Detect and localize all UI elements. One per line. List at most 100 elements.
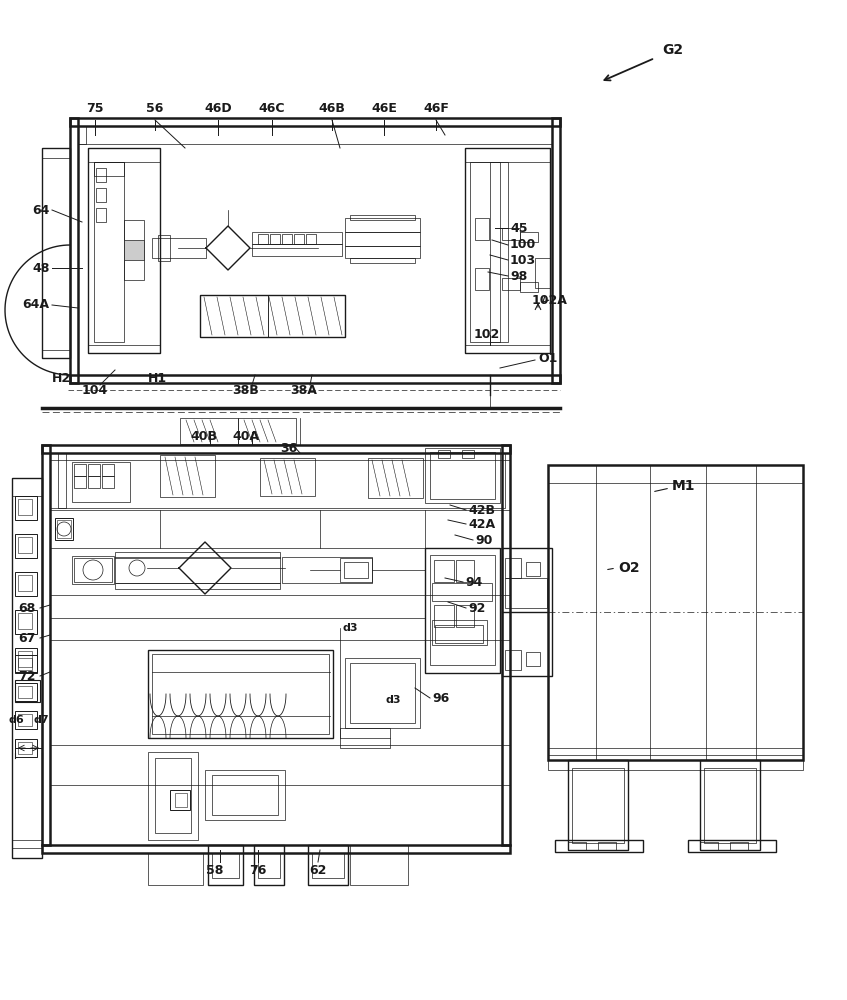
Bar	[568, 760, 628, 850]
Bar	[730, 842, 748, 850]
Text: 92: 92	[468, 601, 485, 614]
Bar	[18, 658, 32, 670]
Bar	[432, 583, 492, 601]
Bar	[70, 118, 560, 126]
Bar	[465, 148, 550, 162]
Bar	[552, 118, 560, 383]
Text: O1: O1	[538, 352, 557, 364]
Bar	[502, 228, 520, 240]
Bar	[70, 118, 78, 383]
Bar	[470, 162, 500, 342]
Bar	[42, 148, 70, 358]
Bar	[70, 375, 560, 383]
Bar	[18, 742, 32, 754]
Text: 42A: 42A	[468, 518, 495, 530]
Text: 64A: 64A	[22, 298, 49, 312]
Bar	[115, 557, 280, 583]
Bar	[312, 853, 344, 878]
Bar	[475, 268, 489, 290]
Bar	[704, 768, 756, 843]
Bar	[254, 845, 284, 885]
Text: 96: 96	[432, 692, 449, 704]
Bar	[456, 605, 474, 627]
Bar	[205, 770, 285, 820]
Bar	[18, 537, 32, 553]
Text: 46B: 46B	[318, 102, 346, 114]
Bar	[15, 680, 40, 702]
Text: 67: 67	[18, 632, 36, 645]
Bar	[520, 282, 538, 292]
Bar	[18, 651, 32, 667]
Text: 45: 45	[510, 222, 528, 234]
Bar	[74, 476, 86, 488]
Bar	[270, 234, 280, 244]
Text: 64: 64	[32, 204, 49, 217]
Bar	[124, 220, 144, 280]
Bar	[55, 518, 73, 540]
Bar	[15, 655, 37, 673]
Bar	[212, 775, 278, 815]
Text: 76: 76	[249, 863, 267, 876]
Text: 102: 102	[474, 328, 501, 342]
Bar	[74, 558, 112, 582]
Bar	[350, 215, 415, 220]
Bar	[18, 575, 32, 591]
Text: 36: 36	[280, 442, 297, 454]
Text: 62: 62	[309, 863, 327, 876]
Text: 102A: 102A	[532, 294, 567, 306]
Bar	[115, 552, 280, 558]
Bar	[700, 842, 718, 850]
Text: 42B: 42B	[468, 504, 495, 516]
Bar	[345, 246, 420, 258]
Text: 48: 48	[32, 261, 49, 274]
Bar	[180, 418, 238, 444]
Bar	[502, 278, 520, 290]
Bar	[88, 345, 160, 353]
Text: 90: 90	[475, 534, 492, 546]
Bar	[158, 235, 170, 261]
Bar	[548, 748, 803, 760]
Bar	[72, 462, 130, 502]
Bar	[102, 476, 114, 488]
Bar	[345, 658, 420, 728]
Bar	[42, 350, 70, 358]
Bar	[78, 126, 552, 144]
Bar	[434, 560, 454, 582]
Bar	[456, 560, 474, 582]
Bar	[490, 162, 508, 342]
Text: G2: G2	[662, 43, 684, 57]
Text: 46E: 46E	[371, 102, 397, 114]
Text: d6: d6	[8, 715, 24, 725]
Bar	[208, 845, 243, 885]
Bar	[306, 234, 316, 244]
Bar	[548, 465, 803, 483]
Bar	[502, 445, 510, 845]
Text: d3: d3	[342, 623, 357, 633]
Bar	[88, 464, 100, 476]
Bar	[115, 583, 280, 589]
Text: 40B: 40B	[190, 430, 217, 442]
Bar	[96, 188, 106, 202]
Text: H2: H2	[52, 371, 71, 384]
Bar	[520, 232, 538, 242]
Bar	[175, 793, 187, 807]
Bar	[308, 845, 348, 885]
Bar	[155, 758, 191, 833]
Bar	[258, 853, 280, 878]
Bar	[526, 652, 540, 666]
Text: 46C: 46C	[258, 102, 285, 114]
Text: M1: M1	[672, 479, 695, 493]
Bar	[258, 234, 268, 244]
Bar	[340, 558, 372, 582]
Bar	[526, 562, 540, 576]
Bar	[700, 760, 760, 850]
Bar	[12, 478, 42, 858]
Bar	[465, 345, 550, 353]
Bar	[15, 739, 37, 757]
Text: 46F: 46F	[423, 102, 449, 114]
Bar	[548, 755, 803, 770]
Bar	[430, 555, 495, 665]
Bar	[432, 620, 487, 645]
Bar	[15, 711, 37, 729]
Bar	[438, 450, 450, 458]
